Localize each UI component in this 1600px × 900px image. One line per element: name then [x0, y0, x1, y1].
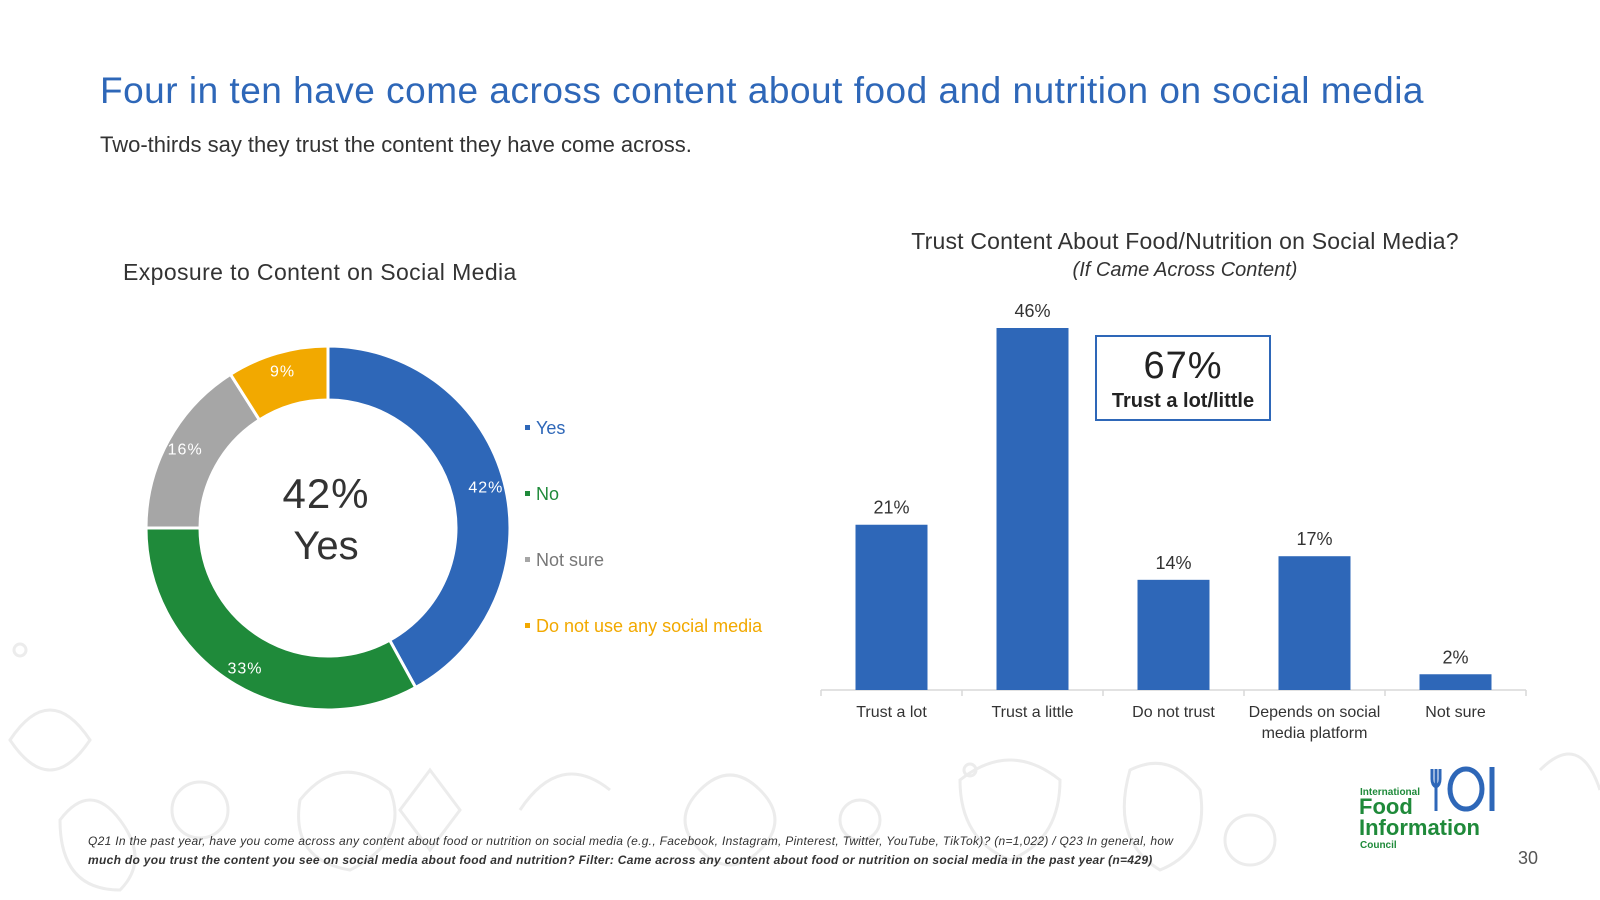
x-tick-label: Depends on social — [1249, 704, 1381, 721]
background-food-doodles — [8, 642, 1600, 892]
page-subtitle: Two-thirds say they trust the content th… — [100, 132, 692, 157]
callout-value: 67% — [1143, 345, 1223, 387]
footnote-line-1: Q21 In the past year, have you come acro… — [88, 834, 1174, 848]
legend-item: No — [525, 484, 559, 505]
logo-text-information: Information — [1359, 815, 1480, 840]
bar-data-label: 14% — [1155, 553, 1191, 573]
ific-logo: International Food Information Council — [1358, 765, 1518, 855]
legend-swatch — [525, 556, 530, 562]
donut-slice-yes — [326, 344, 512, 690]
donut-center-label: Yes — [293, 524, 359, 568]
bar-chart-title: Trust Content About Food/Nutrition on So… — [911, 228, 1459, 254]
bar-data-label: 17% — [1296, 529, 1332, 549]
donut-slice-do-not-use-any-social-media — [228, 344, 330, 422]
legend-item: Not sure — [525, 550, 604, 571]
donut-data-label: 42% — [468, 479, 503, 496]
legend-item: Yes — [525, 418, 565, 439]
legend-label: Not sure — [536, 550, 605, 570]
bar-chart: 21% Trust a lot 46% Trust a little 14% Do not… — [820, 301, 1527, 742]
legend-label: No — [536, 484, 560, 504]
x-tick-label: Trust a lot — [856, 704, 927, 721]
x-tick-label: Trust a little — [991, 704, 1073, 721]
bar-trust-a-little — [996, 328, 1069, 690]
footnote: Q21 In the past year, have you come acro… — [88, 832, 1318, 870]
legend-swatch — [525, 622, 530, 628]
donut-chart-title: Exposure to Content on Social Media — [123, 259, 517, 285]
page-number: 30 — [1518, 848, 1539, 868]
donut-data-label: 33% — [228, 660, 263, 677]
bar-do-not-trust — [1137, 579, 1210, 690]
legend-item: Do not use any social media — [525, 616, 762, 637]
bar-data-label: 21% — [873, 498, 909, 518]
bar-depends-on-social-media-platform — [1278, 556, 1351, 690]
donut-data-label: 16% — [168, 441, 203, 458]
logo-text-council: Council — [1360, 840, 1397, 851]
legend-swatch — [525, 424, 530, 430]
bar-trust-a-lot — [855, 524, 928, 690]
donut-slice-no — [144, 526, 418, 712]
x-tick-label: Do not trust — [1132, 704, 1215, 721]
bar-data-label: 2% — [1442, 647, 1468, 667]
donut-chart: 42% 33% 16% 9% — [144, 344, 512, 712]
bar-chart-subtitle: (If Came Across Content) — [1072, 259, 1298, 281]
trust-callout-box: 67% Trust a lot/little — [1095, 335, 1271, 421]
callout-label: Trust a lot/little — [1111, 390, 1255, 412]
bar-data-label: 46% — [1014, 301, 1050, 321]
x-tick-label: media platform — [1262, 725, 1368, 742]
plate-fork-icon — [1430, 766, 1495, 812]
donut-data-label: 9% — [270, 363, 295, 380]
logo-text-food: Food — [1359, 794, 1413, 819]
legend-label: Do not use any social media — [536, 616, 763, 636]
legend-swatch — [525, 490, 530, 496]
bar-not-sure — [1419, 674, 1492, 690]
page-title: Four in ten have come across content abo… — [100, 70, 1424, 111]
donut-center-value: 42% — [282, 470, 370, 517]
legend-label: Yes — [536, 418, 566, 438]
footnote-line-2: much do you trust the content you see on… — [88, 853, 1153, 867]
x-tick-label: Not sure — [1425, 704, 1486, 721]
logo-text-international: International — [1360, 787, 1421, 798]
